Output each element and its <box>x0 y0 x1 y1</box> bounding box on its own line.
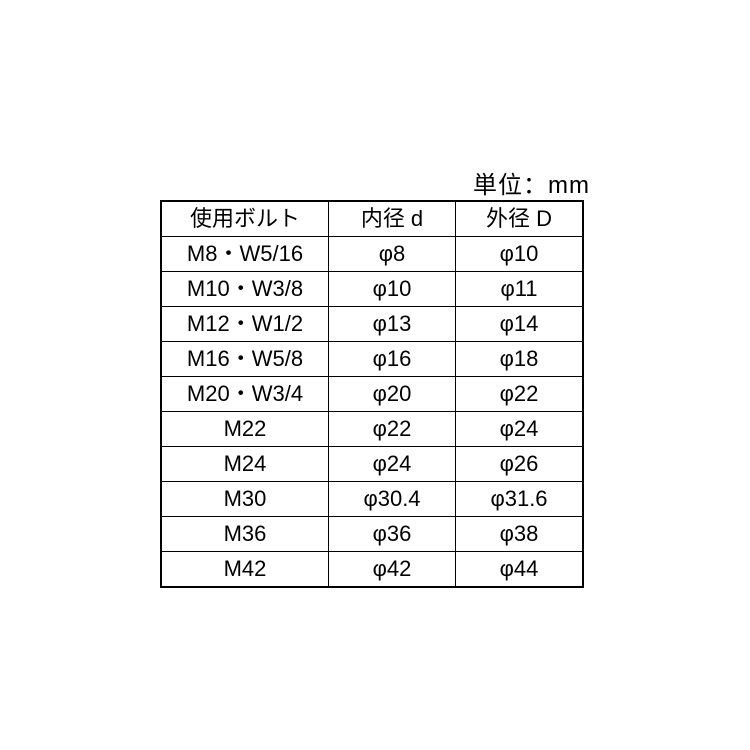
cell-outer: φ10 <box>456 237 584 272</box>
table-row: M22 φ22 φ24 <box>161 412 583 447</box>
cell-inner: φ30.4 <box>329 482 456 517</box>
cell-bolt: M24 <box>161 447 329 482</box>
spec-table: 使用ボルト 内径 d 外径 D M8・W5/16 φ8 φ10 M10・W3/8… <box>160 200 584 588</box>
cell-inner: φ42 <box>329 552 456 588</box>
unit-label: 単位：mm <box>473 165 590 200</box>
cell-bolt: M42 <box>161 552 329 588</box>
col-header-outer-d: 外径 D <box>456 201 584 237</box>
cell-outer: φ31.6 <box>456 482 584 517</box>
cell-bolt: M22 <box>161 412 329 447</box>
cell-outer: φ14 <box>456 307 584 342</box>
table-row: M8・W5/16 φ8 φ10 <box>161 237 583 272</box>
cell-outer: φ24 <box>456 412 584 447</box>
cell-bolt: M12・W1/2 <box>161 307 329 342</box>
cell-outer: φ18 <box>456 342 584 377</box>
cell-bolt: M30 <box>161 482 329 517</box>
cell-bolt: M36 <box>161 517 329 552</box>
cell-outer: φ26 <box>456 447 584 482</box>
table-header-row: 使用ボルト 内径 d 外径 D <box>161 201 583 237</box>
table-row: M24 φ24 φ26 <box>161 447 583 482</box>
cell-inner: φ10 <box>329 272 456 307</box>
cell-inner: φ20 <box>329 377 456 412</box>
table-row: M20・W3/4 φ20 φ22 <box>161 377 583 412</box>
page: 単位：mm 使用ボルト 内径 d 外径 D M8・W5/16 φ8 φ10 M1… <box>0 0 750 750</box>
table-row: M42 φ42 φ44 <box>161 552 583 588</box>
table-row: M30 φ30.4 φ31.6 <box>161 482 583 517</box>
cell-bolt: M10・W3/8 <box>161 272 329 307</box>
cell-inner: φ24 <box>329 447 456 482</box>
cell-inner: φ22 <box>329 412 456 447</box>
col-header-bolt: 使用ボルト <box>161 201 329 237</box>
table-row: M10・W3/8 φ10 φ11 <box>161 272 583 307</box>
col-header-inner-d: 内径 d <box>329 201 456 237</box>
cell-inner: φ36 <box>329 517 456 552</box>
cell-outer: φ44 <box>456 552 584 588</box>
cell-bolt: M16・W5/8 <box>161 342 329 377</box>
cell-bolt: M8・W5/16 <box>161 237 329 272</box>
cell-inner: φ16 <box>329 342 456 377</box>
table-row: M12・W1/2 φ13 φ14 <box>161 307 583 342</box>
table-row: M36 φ36 φ38 <box>161 517 583 552</box>
cell-outer: φ38 <box>456 517 584 552</box>
table-row: M16・W5/8 φ16 φ18 <box>161 342 583 377</box>
cell-outer: φ22 <box>456 377 584 412</box>
cell-bolt: M20・W3/4 <box>161 377 329 412</box>
cell-inner: φ8 <box>329 237 456 272</box>
cell-inner: φ13 <box>329 307 456 342</box>
cell-outer: φ11 <box>456 272 584 307</box>
